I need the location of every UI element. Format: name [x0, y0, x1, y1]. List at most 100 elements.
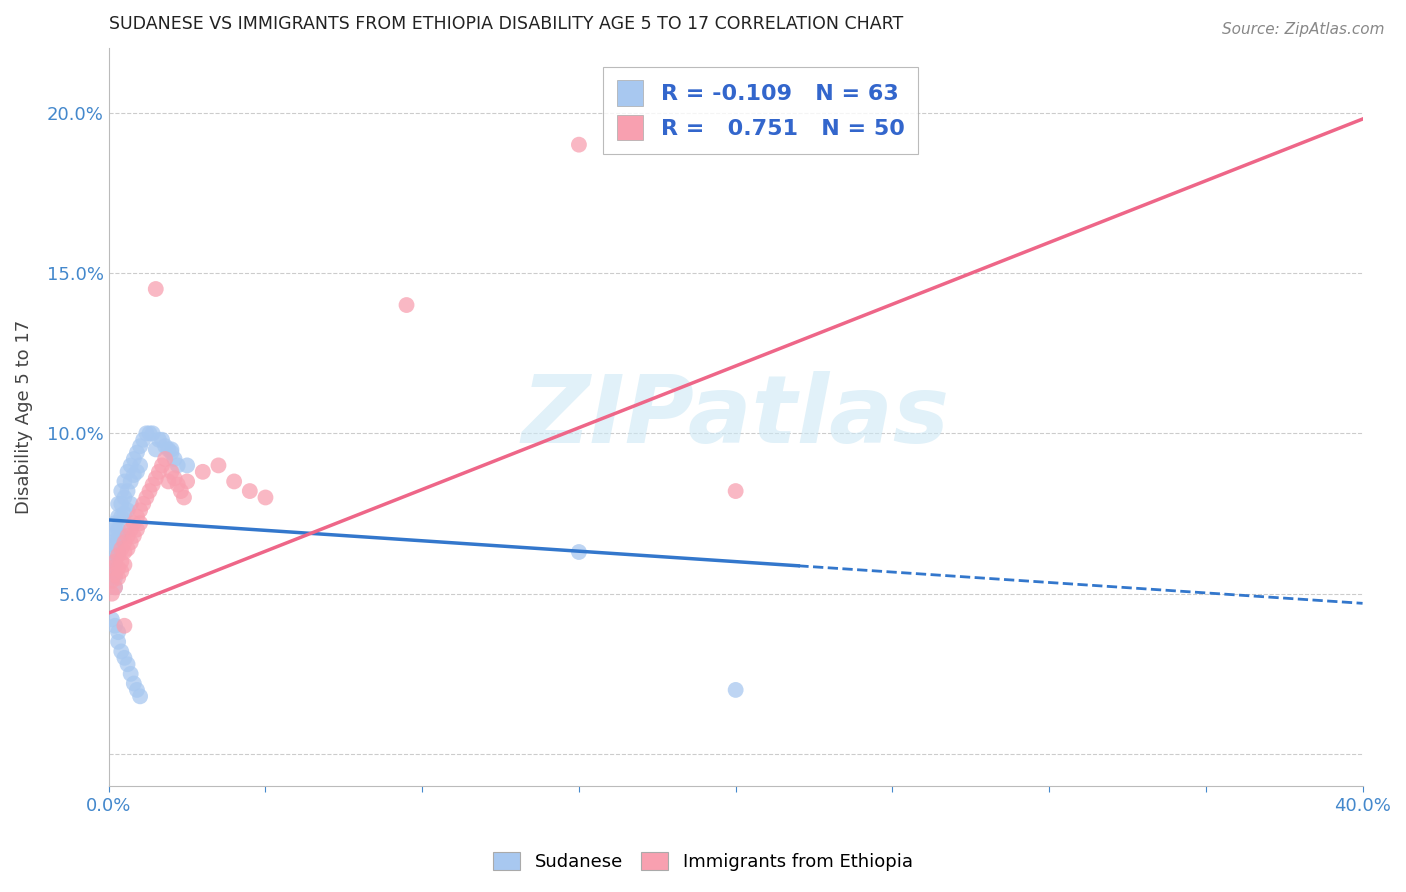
Point	[120, 458, 142, 473]
Point	[160, 442, 183, 457]
Point	[112, 558, 135, 572]
Point	[104, 571, 127, 585]
Point	[160, 445, 183, 459]
Point	[129, 458, 152, 473]
Point	[207, 458, 229, 473]
Point	[145, 282, 167, 296]
Point	[101, 612, 124, 626]
Point	[224, 475, 246, 489]
Point	[110, 497, 132, 511]
Point	[117, 657, 139, 672]
Point	[157, 442, 180, 457]
Point	[107, 548, 129, 562]
Point	[138, 484, 160, 499]
Point	[110, 564, 132, 578]
Point	[176, 458, 198, 473]
Point	[120, 535, 142, 549]
Point	[117, 529, 139, 543]
Point	[104, 567, 127, 582]
Point	[117, 503, 139, 517]
Point	[101, 545, 124, 559]
Point	[101, 535, 124, 549]
Point	[568, 137, 591, 152]
Point	[107, 523, 129, 537]
Point	[112, 545, 135, 559]
Point	[150, 458, 173, 473]
Point	[110, 529, 132, 543]
Point	[101, 529, 124, 543]
Point	[129, 690, 152, 704]
Point	[107, 497, 129, 511]
Point	[112, 523, 135, 537]
Legend: R = -0.109   N = 63, R =   0.751   N = 50: R = -0.109 N = 63, R = 0.751 N = 50	[603, 67, 918, 153]
Point	[101, 555, 124, 569]
Point	[112, 491, 135, 505]
Point	[125, 523, 148, 537]
Point	[104, 516, 127, 530]
Point	[110, 541, 132, 556]
Point	[104, 523, 127, 537]
Point	[107, 532, 129, 546]
Point	[104, 580, 127, 594]
Point	[125, 509, 148, 524]
Point	[153, 452, 176, 467]
Point	[112, 475, 135, 489]
Point	[239, 484, 262, 499]
Point	[148, 433, 170, 447]
Point	[395, 298, 418, 312]
Point	[142, 426, 165, 441]
Point	[104, 539, 127, 553]
Point	[101, 574, 124, 588]
Point	[129, 503, 152, 517]
Text: ZIPatlas: ZIPatlas	[522, 371, 949, 463]
Point	[107, 625, 129, 640]
Point	[170, 484, 193, 499]
Point	[110, 484, 132, 499]
Point	[150, 433, 173, 447]
Point	[110, 644, 132, 658]
Legend: Sudanese, Immigrants from Ethiopia: Sudanese, Immigrants from Ethiopia	[486, 845, 920, 879]
Point	[120, 666, 142, 681]
Point	[254, 491, 277, 505]
Point	[132, 433, 155, 447]
Point	[145, 442, 167, 457]
Text: Source: ZipAtlas.com: Source: ZipAtlas.com	[1222, 22, 1385, 37]
Point	[122, 452, 145, 467]
Point	[122, 529, 145, 543]
Point	[135, 491, 157, 505]
Point	[125, 445, 148, 459]
Point	[157, 475, 180, 489]
Point	[117, 465, 139, 479]
Point	[110, 509, 132, 524]
Point	[132, 497, 155, 511]
Point	[104, 580, 127, 594]
Point	[107, 635, 129, 649]
Point	[129, 516, 152, 530]
Point	[104, 555, 127, 569]
Point	[125, 682, 148, 697]
Point	[191, 465, 214, 479]
Y-axis label: Disability Age 5 to 17: Disability Age 5 to 17	[15, 320, 32, 515]
Point	[101, 587, 124, 601]
Point	[122, 468, 145, 483]
Point	[101, 564, 124, 578]
Point	[153, 439, 176, 453]
Point	[166, 458, 188, 473]
Point	[160, 465, 183, 479]
Point	[107, 545, 129, 559]
Point	[142, 477, 165, 491]
Point	[138, 426, 160, 441]
Point	[125, 465, 148, 479]
Point	[107, 509, 129, 524]
Point	[120, 497, 142, 511]
Point	[120, 475, 142, 489]
Point	[117, 541, 139, 556]
Point	[107, 561, 129, 575]
Point	[166, 477, 188, 491]
Point	[104, 555, 127, 569]
Point	[122, 516, 145, 530]
Point	[120, 523, 142, 537]
Point	[101, 561, 124, 575]
Point	[117, 484, 139, 499]
Point	[145, 471, 167, 485]
